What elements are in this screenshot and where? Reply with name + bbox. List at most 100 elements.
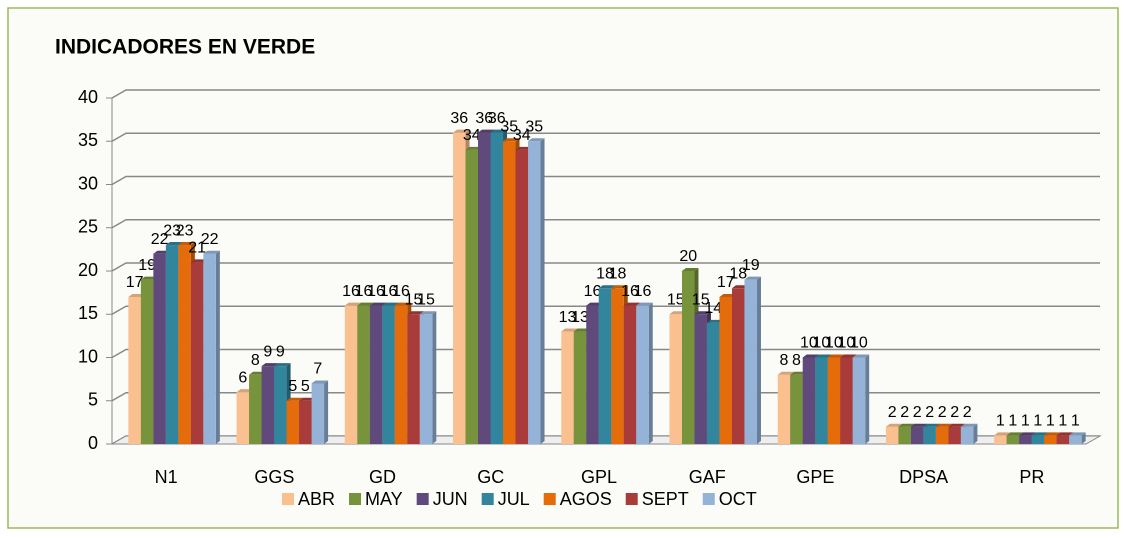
y-tick-label: 20: [78, 260, 98, 280]
data-label: 1: [996, 413, 1005, 430]
data-label: 2: [913, 404, 922, 421]
bar: [407, 314, 420, 444]
bar-top: [573, 328, 591, 332]
data-label: 35: [500, 118, 518, 135]
data-label: 2: [888, 404, 897, 421]
bar: [153, 253, 166, 444]
bar-top: [490, 129, 508, 133]
data-label: 15: [667, 291, 685, 308]
bar-top: [165, 242, 183, 246]
bar-top: [478, 129, 495, 133]
data-label: 22: [151, 231, 169, 248]
bar: [598, 288, 612, 444]
bar: [311, 383, 325, 444]
data-label: 34: [463, 127, 481, 144]
legend-label: AGOS: [560, 489, 612, 509]
bar-top: [706, 319, 724, 323]
bar: [935, 426, 949, 444]
bar-top: [923, 423, 940, 427]
bar: [394, 305, 408, 444]
bar-top: [852, 354, 870, 358]
data-label: 20: [679, 248, 697, 265]
bar-side: [324, 380, 329, 444]
data-label: 13: [571, 309, 589, 326]
bar: [885, 426, 899, 444]
data-label: 16: [634, 283, 652, 300]
bar-top: [515, 146, 533, 150]
data-label: 17: [717, 274, 735, 291]
bar-top: [731, 285, 749, 289]
bar: [299, 400, 312, 444]
bar: [561, 331, 574, 444]
bar-top: [898, 423, 915, 427]
data-label: 2: [963, 404, 972, 421]
bar: [1006, 435, 1020, 444]
bar-top: [357, 302, 374, 306]
bar-top: [948, 423, 965, 427]
data-label: 23: [176, 222, 194, 239]
data-label: 8: [792, 352, 801, 369]
data-label: 1: [1071, 413, 1080, 430]
x-tick-label: N1: [155, 467, 178, 487]
data-label: 15: [405, 291, 423, 308]
data-label: 1: [1046, 413, 1055, 430]
data-label: 16: [621, 283, 639, 300]
legend-swatch: [625, 493, 638, 505]
bar-top: [669, 311, 686, 315]
bar-side: [215, 250, 220, 444]
bar-top: [1019, 432, 1036, 436]
legend-label: OCT: [719, 489, 757, 509]
bar-top: [419, 311, 437, 315]
bar: [815, 357, 828, 444]
bar-top: [935, 423, 953, 427]
data-label: 9: [276, 343, 285, 360]
bar: [490, 132, 504, 444]
grid-line: [111, 262, 1100, 272]
bar-top: [885, 423, 903, 427]
bar-top: [503, 138, 520, 142]
bar: [478, 132, 491, 444]
data-label: 22: [201, 231, 219, 248]
bar-side: [756, 276, 761, 444]
bar-top: [153, 250, 170, 254]
x-tick-label: GPL: [581, 467, 617, 487]
bar-top: [1031, 432, 1049, 436]
bar: [1019, 435, 1032, 444]
data-label: 18: [729, 266, 747, 283]
bar: [669, 314, 682, 444]
data-label: 9: [263, 343, 272, 360]
bar-top: [261, 363, 279, 367]
bar: [286, 400, 300, 444]
legend-label: SEPT: [642, 489, 689, 509]
data-label: 18: [596, 266, 614, 283]
bar: [910, 426, 924, 444]
bar-top: [407, 311, 424, 315]
data-label: 5: [301, 378, 310, 395]
bar: [419, 314, 433, 444]
bar: [357, 305, 370, 444]
bar-top: [344, 302, 362, 306]
bar: [840, 357, 853, 444]
bar-top: [382, 302, 399, 306]
x-tick-label: GC: [477, 467, 504, 487]
data-label: 10: [838, 335, 856, 352]
bar-top: [528, 138, 545, 142]
bar-side: [432, 311, 437, 444]
y-tick-label: 25: [78, 217, 98, 237]
y-tick-label: 15: [78, 303, 98, 323]
bar-top: [827, 354, 845, 358]
bar: [128, 296, 141, 444]
grid-line: [111, 305, 1100, 315]
bar-top: [598, 285, 616, 289]
bar-top: [994, 432, 1011, 436]
bar-top: [369, 302, 387, 306]
bar-top: [465, 146, 483, 150]
bar-top: [453, 129, 470, 133]
x-tick-label: GGS: [254, 467, 294, 487]
bar: [503, 141, 516, 444]
bar: [249, 374, 262, 444]
data-label: 15: [692, 291, 710, 308]
data-label: 16: [342, 283, 360, 300]
data-label: 36: [488, 110, 506, 127]
data-label: 1: [1058, 413, 1067, 430]
